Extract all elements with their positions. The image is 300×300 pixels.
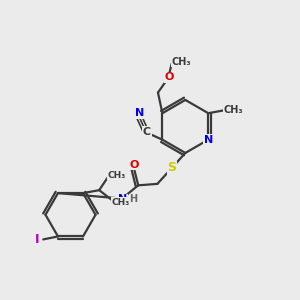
Text: O: O (165, 72, 174, 82)
Text: CH₃: CH₃ (108, 171, 126, 180)
Text: O: O (130, 160, 139, 170)
Text: S: S (168, 161, 177, 174)
Text: N: N (135, 108, 144, 118)
Text: N: N (204, 135, 213, 145)
Text: N: N (118, 194, 127, 204)
Text: C: C (143, 127, 151, 137)
Text: CH₃: CH₃ (224, 105, 243, 115)
Text: I: I (34, 233, 39, 246)
Text: CH₃: CH₃ (171, 57, 191, 67)
Text: H: H (129, 194, 137, 204)
Text: CH₃: CH₃ (112, 198, 130, 207)
